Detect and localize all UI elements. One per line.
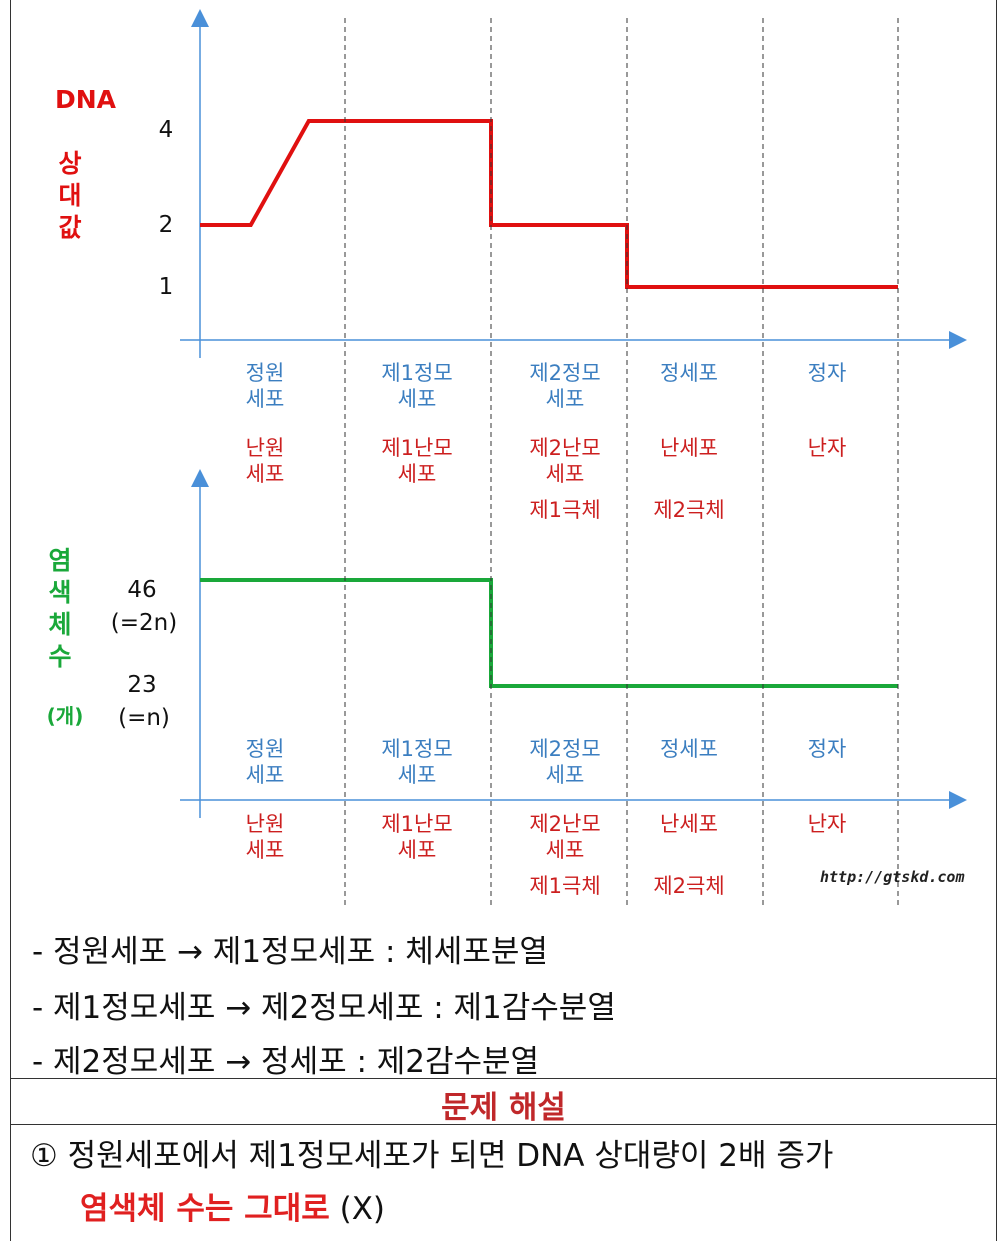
dna-stage-bottom-2: 제1난모 세포 xyxy=(381,436,453,486)
chromosome-ylabel: 염 색 체 수 xyxy=(48,546,72,671)
chrom-polar-body-1: 제1극체 xyxy=(529,874,601,898)
dna-stage-top-1: 정원 세포 xyxy=(245,361,285,411)
dna-stage-bottom-5: 난자 xyxy=(807,436,847,460)
chrom-stage-bottom-1: 난원 세포 xyxy=(245,812,285,862)
chrom-tick-46-sub: (=2n) xyxy=(110,610,178,636)
chrom-tick-23: 23 xyxy=(127,672,157,698)
dna-polar-body-2: 제2극체 xyxy=(653,498,725,522)
chrom-stage-bottom-2: 제1난모 세포 xyxy=(381,812,453,862)
dna-polar-body-1: 제1극체 xyxy=(529,498,601,522)
separator-bottom xyxy=(10,1124,997,1125)
chromosome-unit: (개) xyxy=(46,704,84,728)
dna-tick-2: 2 xyxy=(158,212,174,238)
dna-stage-bottom-4: 난세포 xyxy=(660,436,718,460)
source-watermark: http://gtskd.com xyxy=(820,868,965,886)
dna-stage-bottom-3: 제2난모 세포 xyxy=(529,436,601,486)
dna-stage-top-4: 정세포 xyxy=(660,361,718,385)
dna-chart xyxy=(180,9,967,358)
note-line-3: - 제2정모세포 → 정세포 : 제2감수분열 xyxy=(32,1044,540,1080)
chrom-stage-bottom-3: 제2난모 세포 xyxy=(529,812,601,862)
dna-stage-bottom-1: 난원 세포 xyxy=(245,436,285,486)
chrom-stage-bottom-5: 난자 xyxy=(807,812,847,836)
note-line-2: - 제1정모세포 → 제2정모세포 : 제1감수분열 xyxy=(32,990,616,1026)
dna-tick-1: 1 xyxy=(158,274,174,300)
chrom-tick-23-sub: (=n) xyxy=(118,705,170,731)
explanation-line-2: 염색체 수는 그대로 (X) xyxy=(80,1183,385,1228)
page-frame xyxy=(10,0,997,1241)
chromosome-series-line xyxy=(200,578,898,688)
chrom-tick-46: 46 xyxy=(127,577,157,603)
note-line-1: - 정원세포 → 제1정모세포 : 체세포분열 xyxy=(32,934,548,970)
separator-top xyxy=(10,1078,997,1079)
explanation-line-1: ① 정원세포에서 제1정모세포가 되면 DNA 상대량이 2배 증가 xyxy=(30,1138,834,1174)
chrom-stage-top-3: 제2정모 세포 xyxy=(529,737,601,787)
chrom-stage-top-2: 제1정모 세포 xyxy=(381,737,453,787)
explanation-highlight: 염색체 수는 그대로 xyxy=(80,1191,330,1227)
dna-series-line xyxy=(200,119,898,289)
explanation-tail: (X) xyxy=(329,1191,386,1227)
dna-stage-top-2: 제1정모 세포 xyxy=(381,361,453,411)
chart-canvas xyxy=(180,9,967,905)
chrom-stage-top-1: 정원 세포 xyxy=(245,737,285,787)
explanation-header: 문제 해설 xyxy=(441,1090,566,1126)
dna-ylabel: DNA 상 대 값 xyxy=(55,85,117,242)
chrom-stage-top-5: 정자 xyxy=(807,737,847,761)
dna-stage-top-5: 정자 xyxy=(807,361,847,385)
dna-stage-top-3: 제2정모 세포 xyxy=(529,361,601,411)
chrom-stage-bottom-4: 난세포 xyxy=(660,812,718,836)
dna-tick-4: 4 xyxy=(158,117,174,143)
chrom-polar-body-2: 제2극체 xyxy=(653,874,725,898)
chrom-stage-top-4: 정세포 xyxy=(660,737,718,761)
